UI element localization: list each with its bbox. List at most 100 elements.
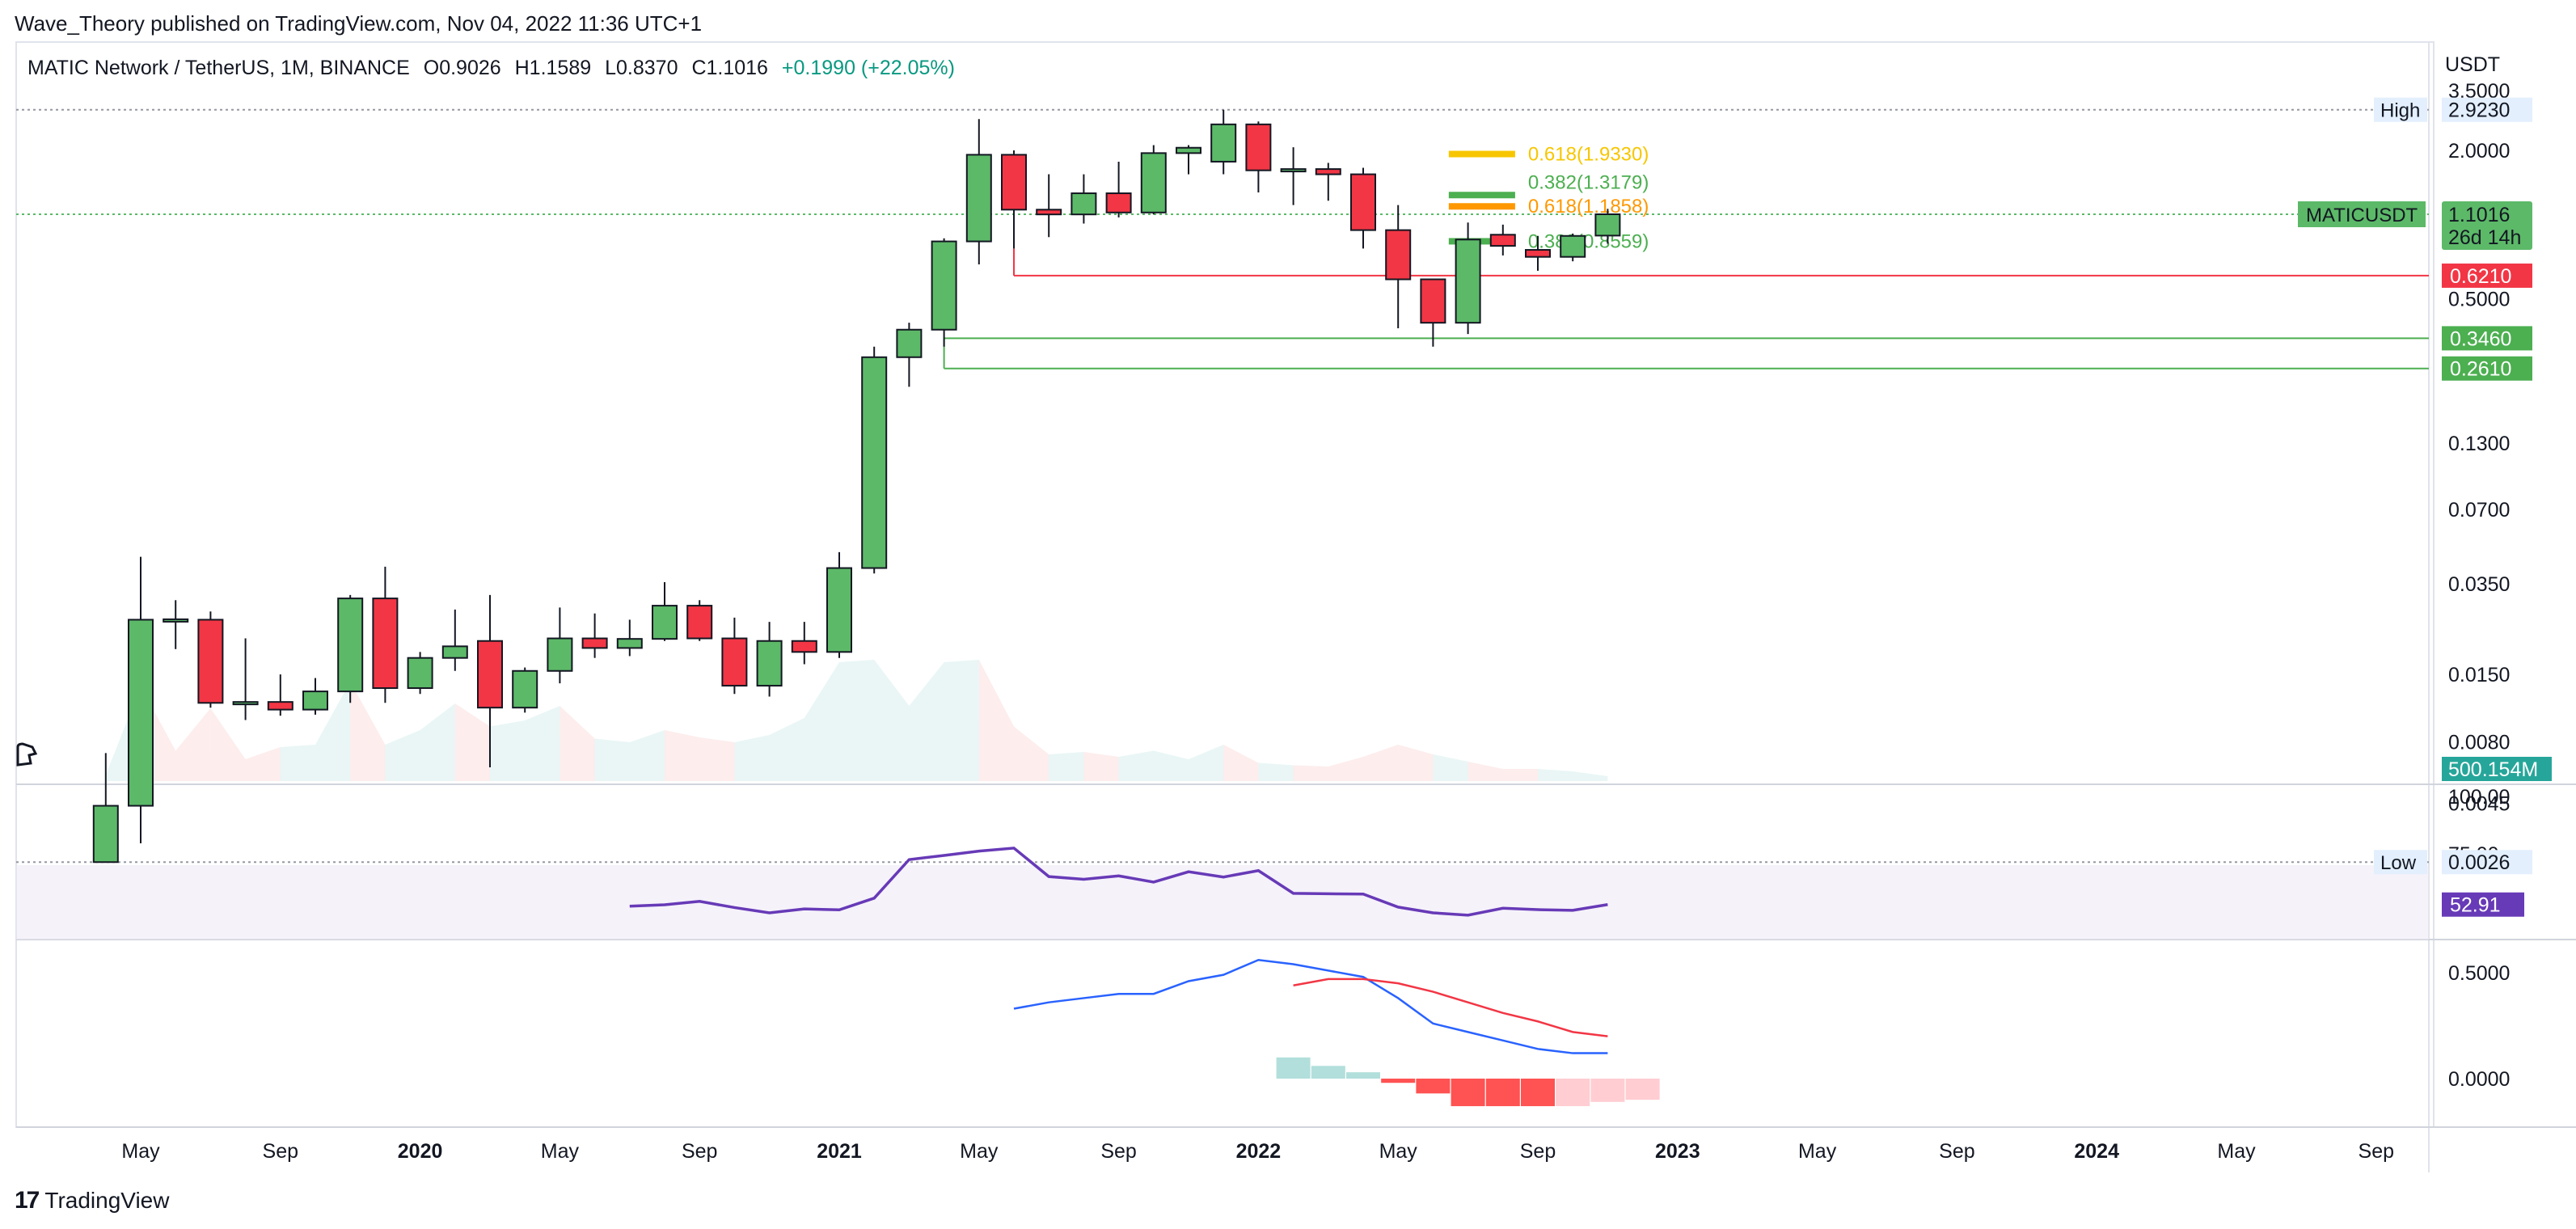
- volume-area-segment: [454, 703, 490, 781]
- fib-level-line[interactable]: [1448, 192, 1515, 199]
- level-value-bg: [2442, 356, 2532, 381]
- candle-body[interactable]: [931, 240, 957, 331]
- current-price-bg: [2442, 201, 2532, 250]
- fib-level-line[interactable]: [1448, 238, 1515, 245]
- bar-countdown: 26d 14h: [2448, 226, 2521, 249]
- candle-body[interactable]: [1385, 229, 1412, 281]
- fib-level-line[interactable]: [1448, 203, 1515, 210]
- candle-body[interactable]: [302, 691, 328, 711]
- price-line-tag-bg: [2374, 97, 2427, 122]
- candle-body[interactable]: [1036, 209, 1062, 216]
- time-axis-tick: May: [1798, 1140, 1837, 1163]
- candle-body[interactable]: [861, 356, 888, 569]
- candle-body[interactable]: [896, 328, 923, 358]
- ohlc-high: H1.1589: [514, 57, 592, 79]
- candle-body[interactable]: [616, 638, 643, 649]
- time-axis-tick: 2021: [817, 1140, 862, 1163]
- price-axis-tick: 0.0080: [2448, 731, 2510, 754]
- candle-body[interactable]: [756, 640, 783, 687]
- candle-body[interactable]: [547, 637, 573, 672]
- volume-area-segment: [699, 737, 735, 781]
- candle-body[interactable]: [581, 637, 608, 649]
- candle-body[interactable]: [128, 619, 154, 807]
- publisher-line: Wave_Theory published on TradingView.com…: [15, 11, 703, 36]
- rsi-value: 52.91: [2450, 894, 2501, 917]
- macd-histogram-bar: [1521, 1079, 1555, 1107]
- volume-area-segment: [1328, 757, 1363, 781]
- candle-body[interactable]: [441, 645, 468, 659]
- candle-body[interactable]: [163, 618, 189, 623]
- price-axis-tick: 0.0045: [2448, 793, 2510, 816]
- volume-area-segment: [175, 708, 211, 781]
- time-axis-tick: 2022: [1236, 1140, 1282, 1163]
- candle-body[interactable]: [197, 619, 224, 704]
- candle-body[interactable]: [1560, 234, 1586, 258]
- price-line-tag-bg: [2374, 850, 2427, 875]
- candle-body[interactable]: [686, 605, 713, 640]
- candle-body[interactable]: [1245, 123, 1272, 171]
- candle-body[interactable]: [1140, 152, 1167, 213]
- level-value: 0.6210: [2450, 265, 2511, 288]
- macd-histogram-bar: [1276, 1057, 1311, 1079]
- candle-body[interactable]: [372, 598, 399, 690]
- candle-body[interactable]: [826, 567, 852, 653]
- volume-value-bg: [2442, 757, 2552, 781]
- macd-histogram-bar: [1381, 1079, 1416, 1083]
- candle-body[interactable]: [1280, 168, 1307, 173]
- volume-area-segment: [490, 720, 526, 781]
- time-axis-tick: 2020: [398, 1140, 443, 1163]
- candle-body[interactable]: [1315, 168, 1341, 175]
- candle-body[interactable]: [1071, 192, 1097, 216]
- candle-body[interactable]: [652, 605, 678, 640]
- volume-value: 500.154M: [2448, 758, 2538, 781]
- candle-body[interactable]: [267, 701, 293, 711]
- volume-area-segment: [1502, 769, 1538, 781]
- candle-body[interactable]: [337, 598, 364, 693]
- macd-signal-line[interactable]: [1293, 978, 1608, 1037]
- candle-body[interactable]: [92, 805, 119, 864]
- candle-body[interactable]: [477, 640, 503, 709]
- candle-body[interactable]: [791, 640, 817, 653]
- macd-histogram-bar: [1556, 1079, 1590, 1107]
- candle-body[interactable]: [1420, 278, 1446, 324]
- chart-canvas[interactable]: USDT 0.618(1.9330) 0.382(1.3179) 0.618(1.1…: [0, 0, 2576, 1180]
- rsi-value-bg: [2442, 892, 2524, 917]
- volume-area-segment: [839, 660, 875, 781]
- volume-area-segment: [629, 730, 665, 781]
- volume-area-segment: [1014, 726, 1049, 781]
- candle-body[interactable]: [407, 657, 433, 690]
- candle-body[interactable]: [232, 701, 259, 706]
- candle-body[interactable]: [1455, 239, 1481, 324]
- time-axis-tick: May: [1379, 1140, 1418, 1163]
- symbol-tag: MATICUSDT: [2306, 205, 2418, 226]
- level-value: 0.2610: [2450, 358, 2511, 381]
- volume-area-segment: [350, 682, 386, 781]
- macd-macd-line[interactable]: [1013, 958, 1608, 1054]
- candle-body[interactable]: [965, 154, 992, 243]
- macd-histogram-bar: [1590, 1079, 1625, 1102]
- price-axis-tick: 0.5000: [2448, 289, 2510, 311]
- time-axis-tick: May: [960, 1140, 999, 1163]
- volume-area-segment: [315, 682, 351, 781]
- candle-body[interactable]: [512, 669, 538, 709]
- candle-body[interactable]: [1176, 146, 1201, 154]
- current-price-value: 1.1016: [2448, 204, 2510, 226]
- symbol-title[interactable]: MATIC Network / TetherUS, 1M, BINANCE: [27, 57, 410, 79]
- candle-body[interactable]: [1489, 234, 1516, 247]
- price-line-value: 0.0026: [2448, 851, 2510, 874]
- fib-level-label: 0.618(1.1858): [1528, 196, 1649, 218]
- fib-level-line[interactable]: [1448, 150, 1515, 158]
- candle-body[interactable]: [1105, 192, 1132, 213]
- candle-body[interactable]: [1594, 213, 1621, 237]
- jump-icon[interactable]: [16, 742, 38, 767]
- candle-body[interactable]: [1001, 154, 1027, 211]
- candle-body[interactable]: [1210, 123, 1237, 163]
- volume-area-segment: [525, 706, 560, 781]
- volume-area-segment: [1363, 745, 1399, 781]
- tradingview-logo[interactable]: 17 TradingView: [15, 1187, 169, 1214]
- candle-body[interactable]: [1350, 173, 1376, 231]
- candle-body[interactable]: [1525, 249, 1551, 258]
- macd-histogram-bar: [1485, 1079, 1520, 1107]
- rsi-line[interactable]: [629, 847, 1608, 917]
- candle-body[interactable]: [721, 637, 748, 687]
